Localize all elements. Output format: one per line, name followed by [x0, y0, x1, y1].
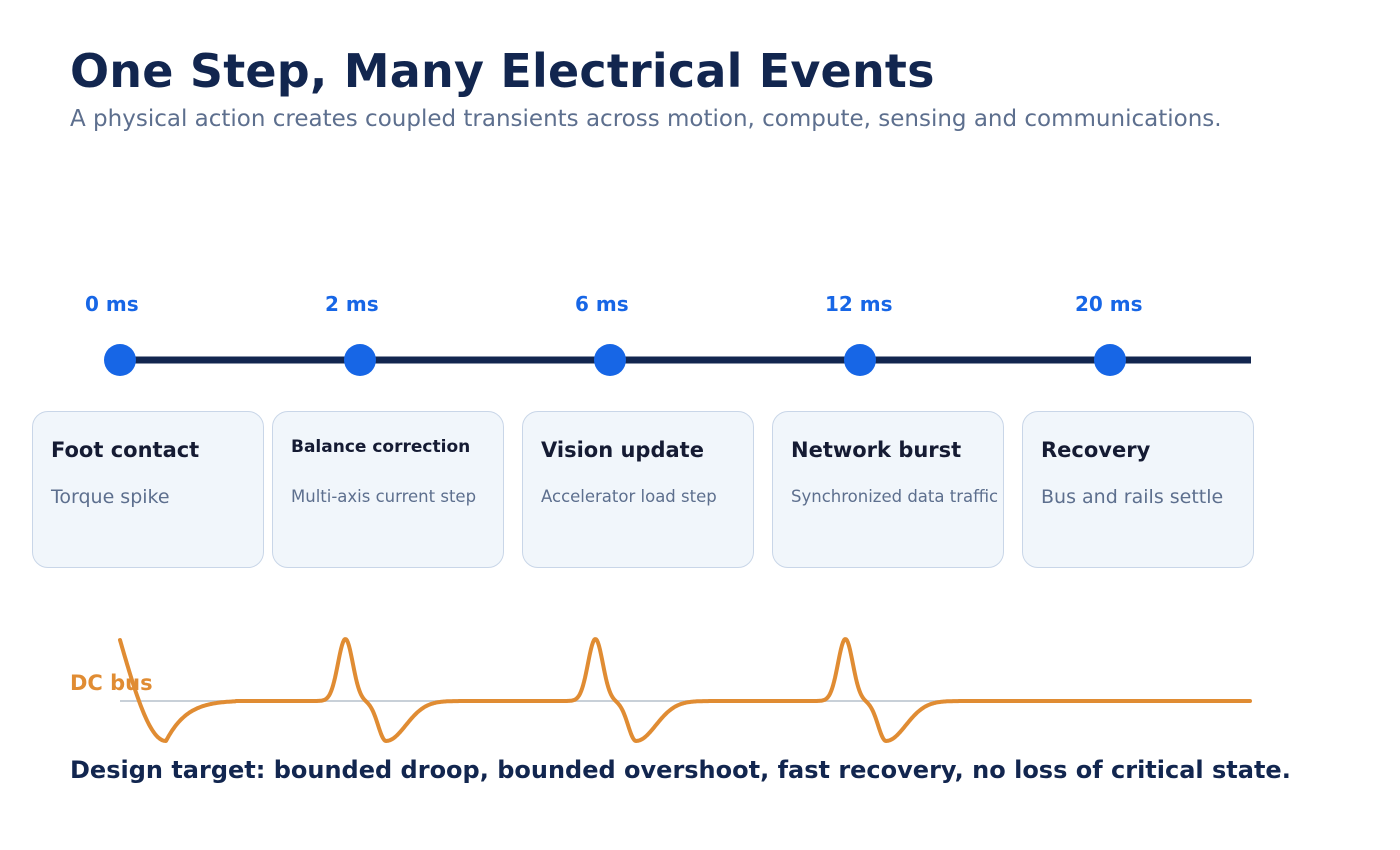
timeline-marker-3 [844, 344, 876, 376]
event-card-title: Foot contact [51, 438, 200, 462]
page-subtitle: A physical action creates coupled transi… [70, 106, 1222, 132]
event-card-foot-contact: Foot contact Torque spike [32, 411, 264, 568]
event-card-recovery: Recovery Bus and rails settle [1022, 411, 1254, 568]
event-time-0: 0 ms [85, 292, 139, 316]
event-time-4: 20 ms [1075, 292, 1143, 316]
timeline-marker-2 [594, 344, 626, 376]
event-card-description: Torque spike [51, 486, 170, 508]
event-card-title: Recovery [1041, 438, 1151, 462]
timeline-marker-1 [344, 344, 376, 376]
event-time-3: 12 ms [825, 292, 893, 316]
timeline-marker-4 [1094, 344, 1126, 376]
event-time-1: 2 ms [325, 292, 379, 316]
event-card-title: Vision update [541, 438, 704, 462]
event-time-2: 6 ms [575, 292, 629, 316]
event-card-description: Bus and rails settle [1041, 486, 1224, 508]
event-card-balance-correction: Balance correction Multi-axis current st… [272, 411, 504, 568]
event-card-vision-update: Vision update Accelerator load step [522, 411, 754, 568]
event-card-title: Network burst [791, 438, 962, 462]
event-card-description: Multi-axis current step [291, 487, 477, 506]
timeline-marker-0 [104, 344, 136, 376]
event-card-title: Balance correction [291, 437, 471, 457]
dc-bus-waveform [118, 637, 1252, 743]
design-target-note: Design target: bounded droop, bounded ov… [70, 756, 1291, 784]
page-title: One Step, Many Electrical Events [70, 44, 935, 98]
event-card-network-burst: Network burst Synchronized data traffic [772, 411, 1004, 568]
event-card-description: Accelerator load step [541, 487, 717, 506]
event-card-description: Synchronized data traffic [791, 487, 999, 506]
dc-bus-label: DC bus [70, 671, 153, 695]
